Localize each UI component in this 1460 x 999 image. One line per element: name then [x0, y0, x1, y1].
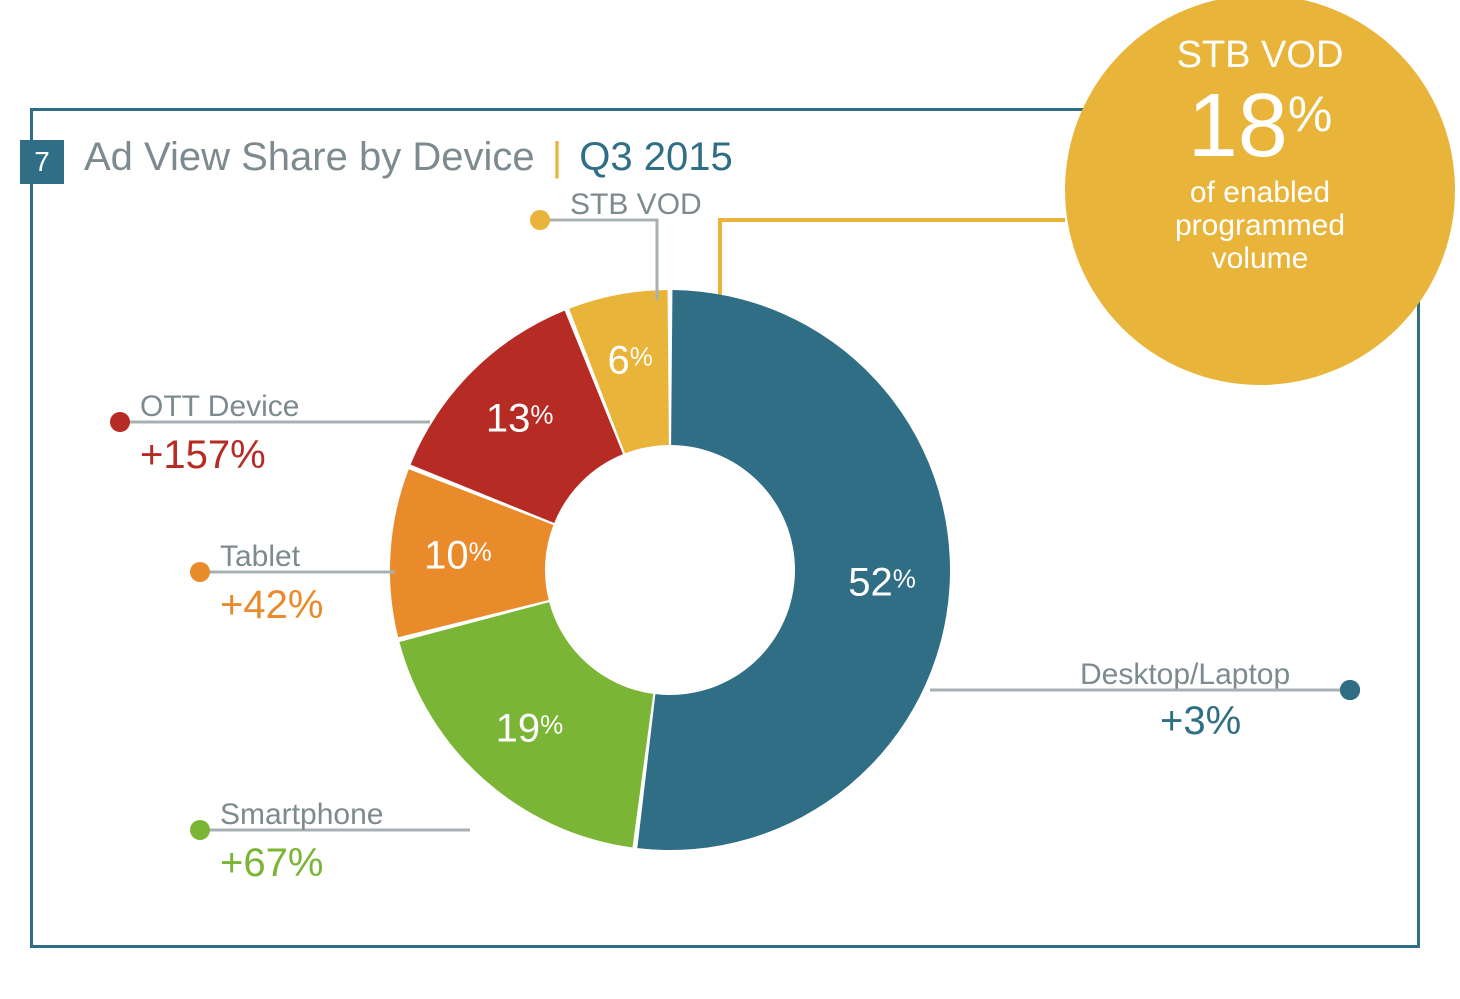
label-smartphone: Smartphone +67% [220, 798, 383, 885]
label-desktop: Desktop/Laptop +3% [1080, 658, 1360, 743]
leader-dot-ott [110, 412, 130, 432]
leader-dot-desktop-end [1340, 680, 1360, 700]
callout-sub3: volume [1065, 242, 1455, 275]
label-name-stbvod: STB VOD [570, 190, 702, 221]
label-growth-smartphone: +67% [220, 841, 323, 885]
label-name-smartphone: Smartphone [220, 798, 383, 831]
page-number-badge: 7 [20, 140, 64, 184]
label-ott: OTT Device +157% [140, 390, 299, 477]
leader-stbvod [540, 220, 657, 300]
label-name-desktop: Desktop/Laptop [1080, 658, 1290, 691]
leader-dot-smartphone [190, 820, 210, 840]
label-growth-desktop: +3% [1160, 699, 1241, 743]
callout-sub1: of enabled [1065, 176, 1455, 209]
title-separator: | [552, 135, 562, 179]
callout-sub2: programmed [1065, 209, 1455, 242]
leader-dot-stbvod [530, 210, 550, 230]
label-growth-ott: +157% [140, 433, 266, 477]
label-name-tablet: Tablet [220, 540, 301, 573]
title-main: Ad View Share by Device [84, 135, 535, 179]
chart-title: Ad View Share by Device | Q3 2015 [84, 135, 733, 180]
title-period: Q3 2015 [579, 135, 732, 179]
callout-bubble: STB VOD18% of enabledprogrammedvolume [1065, 0, 1455, 385]
label-name-ott: OTT Device [140, 390, 299, 423]
label-stbvod: STB VOD [570, 190, 702, 221]
callout-connector [720, 220, 1065, 295]
callout-text: STB VOD18% of enabledprogrammedvolume [1065, 35, 1455, 275]
callout-value: 18 [1188, 77, 1288, 176]
label-growth-tablet: +42% [220, 583, 323, 627]
callout-pct: % [1288, 86, 1332, 142]
label-tablet: Tablet +42% [220, 540, 323, 627]
leader-dot-tablet [190, 562, 210, 582]
page-number: 7 [34, 146, 50, 178]
callout-title: STB VOD [1065, 35, 1455, 77]
